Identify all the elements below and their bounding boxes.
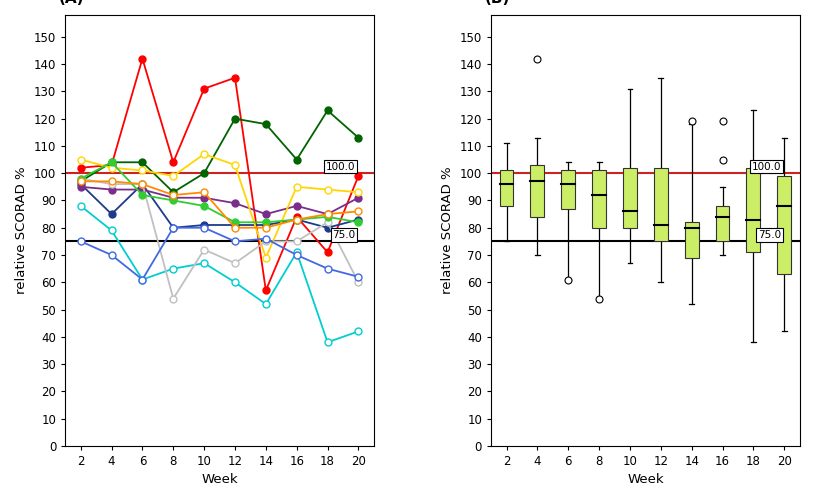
Y-axis label: relative SCORAD %: relative SCORAD % xyxy=(16,167,29,294)
Bar xyxy=(747,168,761,253)
Bar xyxy=(654,168,667,241)
Text: 100.0: 100.0 xyxy=(326,162,355,172)
Bar xyxy=(716,206,730,241)
Bar xyxy=(623,168,637,228)
Y-axis label: relative SCORAD %: relative SCORAD % xyxy=(441,167,455,294)
Text: (B): (B) xyxy=(485,0,510,7)
Bar xyxy=(530,165,544,217)
X-axis label: Week: Week xyxy=(202,473,238,486)
Text: (A): (A) xyxy=(59,0,85,7)
X-axis label: Week: Week xyxy=(627,473,663,486)
Bar xyxy=(499,170,513,206)
Text: 100.0: 100.0 xyxy=(752,162,781,172)
Bar xyxy=(685,222,698,258)
Text: 75.0: 75.0 xyxy=(332,230,355,240)
Bar xyxy=(778,176,792,274)
Text: 75.0: 75.0 xyxy=(758,230,781,240)
Bar xyxy=(561,170,575,208)
Bar xyxy=(592,170,606,228)
